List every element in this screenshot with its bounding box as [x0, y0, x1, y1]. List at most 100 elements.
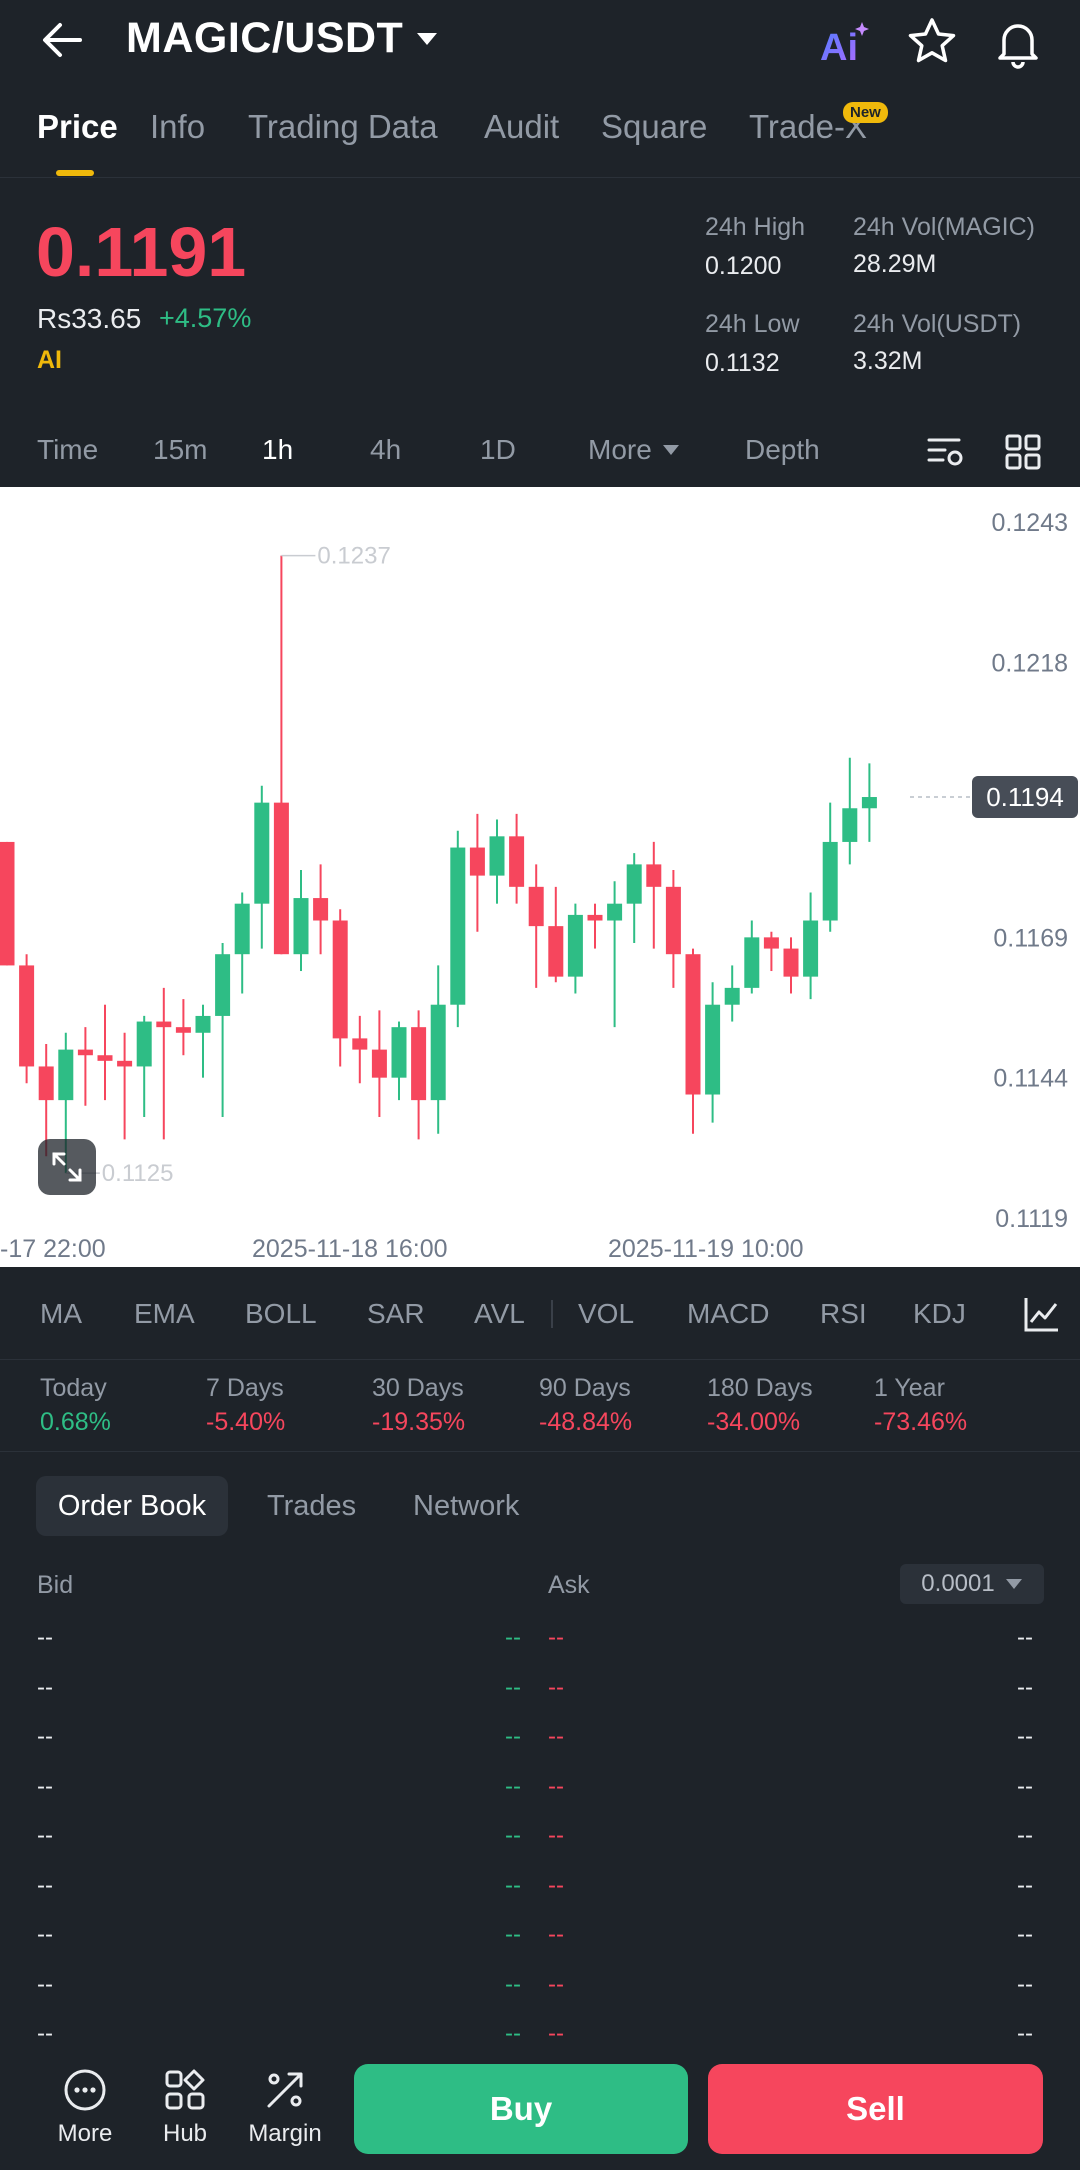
candle-body [509, 836, 525, 887]
orderbook-row[interactable]: -- -- -- -- [0, 1967, 1080, 2007]
orderbook-row[interactable]: -- -- -- -- [0, 1670, 1080, 1710]
interval-more[interactable]: More [588, 434, 680, 466]
orderbook-row[interactable]: -- -- -- -- [0, 1917, 1080, 1957]
ask-qty: -- [1017, 1921, 1033, 1948]
y-axis-tick-label: 0.1119 [995, 1205, 1068, 1233]
margin-arrow-icon [267, 2072, 303, 2108]
bid-qty: -- [37, 1921, 53, 1948]
indicator-kdj[interactable]: KDJ [913, 1298, 966, 1329]
ask-price: -- [548, 1970, 564, 1998]
vol-quote-label: 24h Vol(USDT) [853, 310, 1022, 338]
candle-body [195, 1015, 211, 1033]
caret-down-icon [662, 445, 679, 455]
precision-select[interactable]: 0.0001 [900, 1564, 1044, 1604]
tab-trading-data[interactable]: Trading Data [248, 108, 438, 145]
candle-body [646, 864, 662, 887]
ai-insight-label[interactable]: AI [37, 346, 62, 374]
chart-settings-icon[interactable] [925, 432, 965, 477]
perf-label-today: Today [40, 1374, 107, 1402]
hub-button[interactable]: Hub [140, 2068, 230, 2148]
indicator-macd[interactable]: MACD [687, 1298, 770, 1329]
interval-1h[interactable]: 1h [262, 434, 294, 465]
orderbook-row[interactable]: -- -- -- -- [0, 1818, 1080, 1858]
layout-grid-icon[interactable] [1003, 432, 1043, 477]
candle-body [705, 1004, 721, 1095]
interval-time[interactable]: Time [37, 434, 99, 465]
candle-body [234, 903, 250, 955]
interval-4h[interactable]: 4h [370, 434, 402, 465]
candle-body [38, 1066, 54, 1101]
ask-price: -- [548, 1822, 564, 1849]
more-label: More [57, 2120, 113, 2147]
pair-selector[interactable]: MAGIC/USDT [126, 14, 439, 63]
perf-label-7d: 7 Days [206, 1374, 284, 1402]
back-arrow-icon[interactable] [36, 14, 88, 66]
bid-qty: -- [37, 1673, 53, 1701]
tab-network[interactable]: Network [413, 1490, 520, 1522]
margin-button[interactable]: Margin [240, 2068, 330, 2148]
interval-15m[interactable]: 15m [153, 434, 208, 465]
new-badge: New [843, 102, 888, 123]
y-axis-tick-label: 0.1243 [992, 509, 1068, 537]
ask-price: -- [548, 1772, 564, 1800]
perf-value-90d: -48.84% [539, 1408, 633, 1436]
ai-assistant-button[interactable]: Ai [818, 16, 874, 72]
indicator-rsi[interactable]: RSI [820, 1298, 867, 1329]
indicator-avl[interactable]: AVL [474, 1298, 525, 1329]
bid-price: -- [505, 1970, 521, 1998]
orderbook-row[interactable]: -- -- -- -- [0, 1620, 1080, 1660]
candle-body [548, 926, 564, 977]
indicator-ema[interactable]: EMA [134, 1298, 195, 1329]
indicator-bar: MA EMA BOLL SAR AVL VOL MACD RSI KDJ [0, 1270, 1080, 1360]
indicator-chart-icon[interactable] [1022, 1294, 1062, 1339]
orderbook-row[interactable]: -- -- -- -- [0, 1769, 1080, 1809]
chart-canvas: 0.1237 0.1125 0.1243 0.1218 0.1169 0.1144 0.11… [0, 509, 1078, 1263]
interval-depth[interactable]: Depth [745, 434, 820, 465]
indicator-sar[interactable]: SAR [367, 1298, 425, 1329]
buy-button[interactable]: Buy [354, 2064, 688, 2154]
bid-price: -- [505, 1822, 521, 1849]
candle-body [822, 841, 838, 921]
tab-info[interactable]: Info [150, 108, 206, 145]
indicator-vol[interactable]: VOL [578, 1298, 635, 1329]
interval-1d[interactable]: 1D [480, 434, 516, 465]
hub-grid-icon [165, 2069, 205, 2110]
tab-audit[interactable]: Audit [484, 108, 560, 145]
candle-body [587, 914, 603, 921]
candle-body [567, 914, 583, 977]
vol-base-value: 28.29M [853, 250, 937, 278]
candle-body [0, 841, 15, 966]
sell-button[interactable]: Sell [708, 2064, 1043, 2154]
perf-value-1y: -73.46% [874, 1408, 968, 1436]
tab-order-book[interactable]: Order Book [36, 1476, 228, 1536]
candle-body [58, 1049, 74, 1101]
notification-bell-icon[interactable] [990, 14, 1046, 70]
candle-body [411, 1027, 427, 1101]
hub-label: Hub [162, 2120, 208, 2147]
pair-name: MAGIC/USDT [126, 14, 404, 62]
expand-icon[interactable] [38, 1139, 96, 1195]
high-24h-value: 0.1200 [705, 252, 782, 280]
ask-qty: -- [1017, 1822, 1033, 1849]
fiat-price: Rs33.65 [37, 303, 142, 334]
candlestick-chart[interactable]: 0.1237 0.1125 0.1243 0.1218 0.1169 0.1144 0.11… [0, 487, 1080, 1267]
tab-square[interactable]: Square [601, 108, 708, 145]
candle-body [450, 847, 466, 1005]
favorite-star-icon[interactable] [904, 14, 960, 70]
min-price-label: 0.1125 [102, 1160, 174, 1187]
more-button[interactable]: More [40, 2068, 130, 2148]
candle-body [273, 802, 289, 955]
orderbook-row[interactable]: -- -- -- -- [0, 1719, 1080, 1759]
bid-price: -- [505, 1624, 521, 1651]
tab-price[interactable]: Price [37, 108, 118, 145]
tab-trades[interactable]: Trades [267, 1490, 357, 1522]
indicator-boll[interactable]: BOLL [245, 1298, 317, 1329]
ask-header: Ask [548, 1571, 590, 1599]
orderbook-row[interactable]: -- -- -- -- [0, 1868, 1080, 1908]
candle-body [156, 1021, 172, 1028]
candle-body [783, 948, 799, 977]
candle-body [293, 898, 309, 955]
candle-body [489, 836, 505, 876]
indicator-ma[interactable]: MA [40, 1298, 82, 1329]
bid-price: -- [505, 1921, 521, 1948]
